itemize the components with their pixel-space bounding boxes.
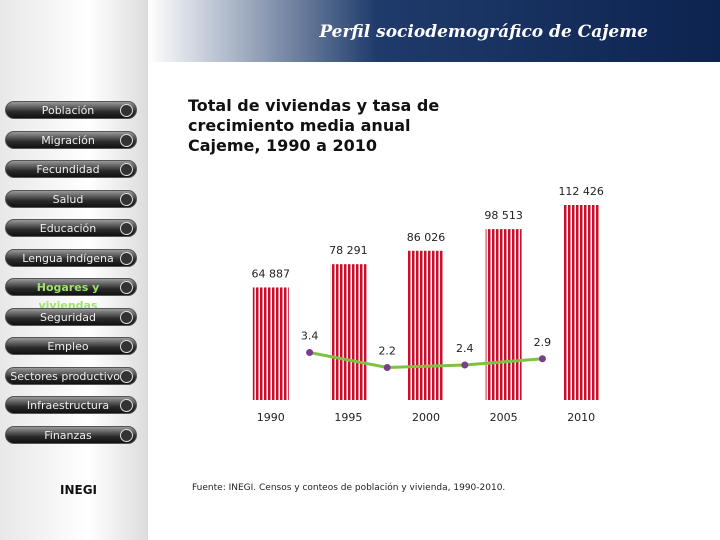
bar <box>252 287 289 400</box>
data-label: 86 026 <box>407 231 446 244</box>
nav-button[interactable]: Sectores productivos <box>5 366 137 385</box>
x-tick-label: 2000 <box>412 411 440 424</box>
x-tick-label: 2010 <box>567 411 595 424</box>
bar <box>563 205 600 400</box>
line <box>309 351 543 370</box>
source-note: Fuente: INEGI. Censos y conteos de pobla… <box>192 482 505 493</box>
data-label: 98 513 <box>484 209 523 222</box>
data-label: 112 426 <box>558 185 604 198</box>
header-title: Perfil sociodemográfico de Cajeme <box>319 22 648 42</box>
nav-button[interactable]: Educación <box>5 219 137 237</box>
nav-button[interactable]: Finanzas <box>5 425 137 444</box>
x-tick-label: 1995 <box>334 411 362 424</box>
point <box>306 349 314 356</box>
nav-button[interactable]: Migración <box>5 130 137 149</box>
nav-button[interactable]: Lengua indígena <box>5 248 137 267</box>
logo: INEGI <box>60 483 98 497</box>
bar <box>485 229 522 400</box>
chart-subtitle: Cajeme, 1990 a 2010 <box>188 136 378 155</box>
nav-button[interactable]: Hogares y viviendas <box>5 278 137 312</box>
data-label: 78 291 <box>329 244 368 257</box>
bar <box>408 250 444 400</box>
nav-button[interactable]: Empleo <box>5 337 137 355</box>
x-tick-label: 1990 <box>257 411 285 424</box>
chart-titles: Total de viviendas y tasa de crecimiento… <box>188 96 538 156</box>
point <box>383 364 391 371</box>
data-label: 2.4 <box>456 342 474 355</box>
header: Perfil sociodemográfico de Cajeme <box>148 0 720 62</box>
data-label: 2.2 <box>378 345 396 358</box>
data-label: 64 887 <box>252 267 291 280</box>
nav-button[interactable]: Salud <box>5 189 137 208</box>
bar <box>330 264 367 400</box>
nav-button[interactable]: Seguridad <box>5 307 137 326</box>
x-tick-label: 2005 <box>490 411 518 424</box>
data-label: 2.9 <box>534 336 552 349</box>
nav-button[interactable]: Fecundidad <box>5 160 137 178</box>
sidebar <box>0 0 148 540</box>
point <box>461 361 469 369</box>
chart-title: Total de viviendas y tasa de crecimiento… <box>188 96 440 135</box>
nav-button[interactable]: Infraestructura <box>5 396 137 414</box>
data-label: 3.4 <box>301 330 319 343</box>
point <box>538 355 546 363</box>
nav-button[interactable]: Población <box>5 101 137 119</box>
